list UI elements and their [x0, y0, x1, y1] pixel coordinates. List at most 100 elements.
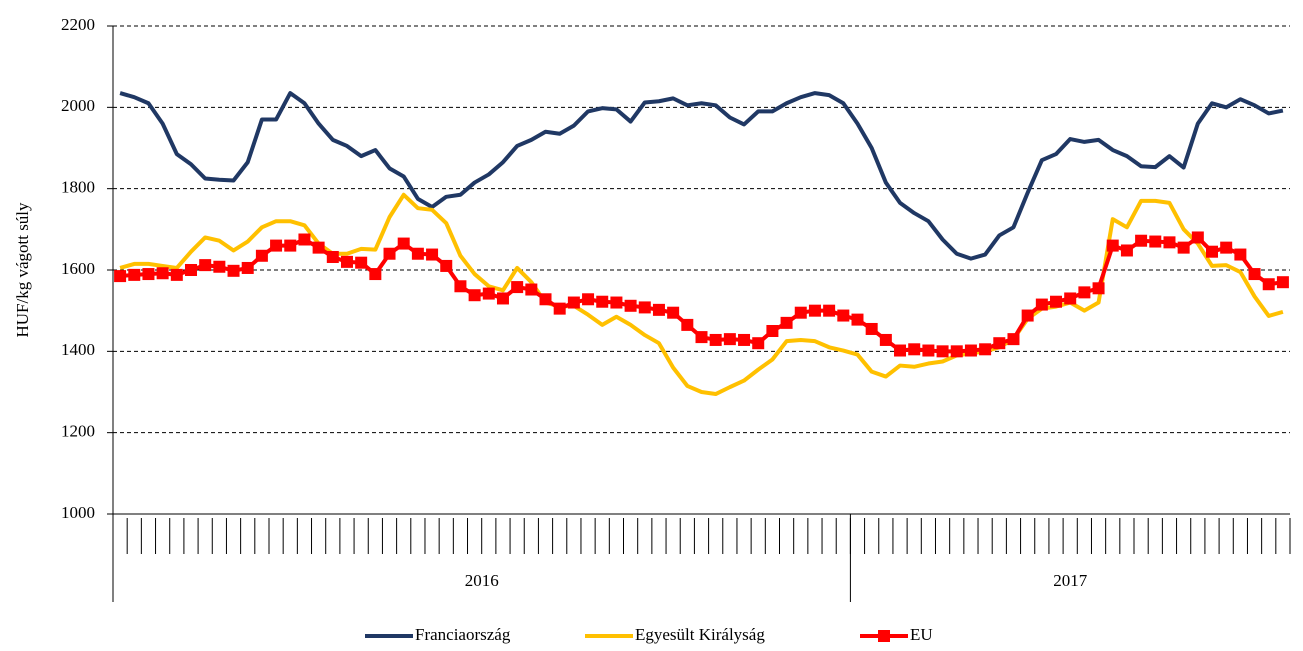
- series-marker: [525, 283, 538, 296]
- series-marker: [1035, 298, 1048, 311]
- series-line: [119, 192, 1284, 397]
- series-marker: [908, 343, 921, 356]
- series-marker: [950, 345, 963, 358]
- series-marker: [766, 325, 779, 337]
- y-tick-label: 1200: [61, 422, 95, 441]
- series-marker: [298, 233, 311, 246]
- y-axis-label: HUF/kg vágott súly: [13, 202, 32, 338]
- series-marker: [241, 261, 254, 274]
- series-marker: [1120, 244, 1133, 257]
- series-marker: [426, 248, 439, 261]
- series-marker: [1262, 278, 1275, 291]
- series-marker: [511, 281, 524, 294]
- series-marker: [596, 295, 609, 308]
- series-marker: [851, 313, 864, 326]
- x-group-label: 2016: [465, 571, 499, 590]
- series-marker: [128, 268, 141, 281]
- series-marker: [539, 293, 552, 306]
- series-marker: [255, 249, 268, 262]
- y-tick-label: 2200: [61, 15, 95, 34]
- series-marker: [1021, 309, 1034, 322]
- series-marker: [1234, 248, 1247, 261]
- series-marker: [270, 239, 283, 252]
- series-marker: [369, 268, 382, 281]
- series-marker: [312, 241, 325, 254]
- series-marker: [383, 247, 396, 260]
- series-marker: [1050, 295, 1063, 308]
- y-tick-label: 1000: [61, 503, 95, 522]
- series-marker: [496, 292, 509, 305]
- series-marker: [879, 333, 892, 346]
- series-marker: [681, 318, 694, 331]
- series-marker: [1092, 282, 1105, 295]
- series-marker: [482, 287, 495, 300]
- series-marker: [1276, 276, 1289, 289]
- series-marker: [667, 306, 680, 319]
- series-marker: [865, 322, 878, 335]
- series-marker: [610, 296, 623, 309]
- series-marker: [454, 280, 467, 293]
- series-marker: [964, 344, 977, 357]
- series-marker: [922, 344, 935, 357]
- series-marker: [582, 293, 595, 306]
- series-marker: [1078, 286, 1091, 299]
- series-marker: [326, 250, 339, 263]
- series-marker: [213, 260, 226, 273]
- series-marker: [1248, 268, 1261, 281]
- legend-label: Egyesült Királyság: [635, 625, 765, 644]
- series-marker: [1007, 333, 1020, 346]
- series-marker: [199, 259, 212, 272]
- series-marker: [1220, 241, 1233, 254]
- series-marker: [184, 264, 197, 276]
- series-marker: [624, 299, 637, 312]
- series-marker: [411, 247, 424, 260]
- y-tick-label: 1600: [61, 259, 95, 278]
- series-marker: [780, 316, 793, 329]
- series-marker: [1106, 239, 1119, 252]
- series-marker: [837, 309, 850, 322]
- series-marker: [397, 237, 410, 250]
- series-marker: [894, 344, 907, 357]
- series-marker: [1177, 241, 1190, 254]
- series-marker: [114, 270, 127, 283]
- series-marker: [738, 333, 751, 346]
- y-tick-label: 1800: [61, 178, 95, 197]
- series-marker: [1149, 235, 1162, 248]
- series-line: [119, 91, 1284, 261]
- series-marker: [936, 345, 949, 358]
- series-marker: [142, 268, 155, 281]
- series-marker: [1163, 236, 1176, 249]
- x-group-label: 2017: [1053, 571, 1088, 590]
- series-marker: [993, 337, 1006, 350]
- series-marker: [979, 343, 992, 356]
- series-marker: [355, 256, 368, 269]
- series-marker: [823, 304, 836, 317]
- series-marker: [553, 302, 566, 315]
- series-marker: [794, 306, 807, 319]
- series-marker: [1064, 292, 1077, 305]
- series-marker: [468, 289, 481, 302]
- series-marker: [567, 296, 580, 309]
- series-marker: [808, 304, 821, 317]
- legend-marker: [878, 630, 890, 642]
- series-marker: [752, 337, 765, 350]
- legend-label: Franciaország: [415, 625, 511, 644]
- series-marker: [1191, 231, 1204, 244]
- series-marker: [1135, 234, 1148, 247]
- series-marker: [340, 255, 353, 268]
- series-marker: [638, 301, 651, 314]
- legend-label: EU: [910, 625, 933, 644]
- series-marker: [723, 333, 736, 346]
- series-marker: [440, 259, 453, 272]
- series-marker: [284, 239, 297, 252]
- y-tick-label: 2000: [61, 96, 95, 115]
- series-marker: [652, 303, 665, 316]
- series-marker: [695, 331, 708, 344]
- series-marker: [1206, 245, 1219, 258]
- y-tick-label: 1400: [61, 340, 95, 359]
- series-marker: [227, 264, 240, 277]
- series-marker: [170, 268, 183, 281]
- series-marker: [709, 333, 722, 346]
- series-marker: [156, 267, 169, 280]
